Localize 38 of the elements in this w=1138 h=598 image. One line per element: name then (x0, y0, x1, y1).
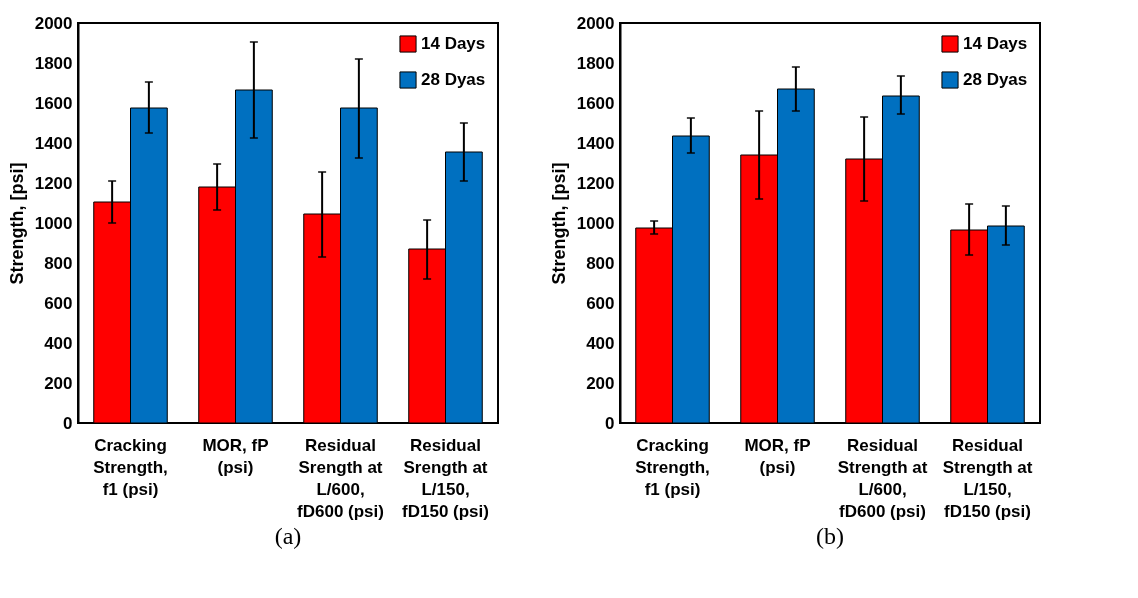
legend-label: 28 Dyas (421, 70, 486, 89)
y-tick-label: 0 (605, 413, 615, 433)
x-tick-label: Residual Srength at L/150, fD150 (psi) (402, 435, 489, 521)
text: (b) (816, 523, 844, 549)
y-tick-label: 400 (44, 333, 73, 353)
y-tick-label: 200 (44, 373, 73, 393)
y-tick-label: 1000 (34, 213, 73, 233)
y-tick-label: 1400 (576, 133, 615, 153)
y-tick-label: 1600 (576, 93, 615, 113)
x-tick-label: Cracking Strength, f1 (psi) (93, 435, 168, 499)
y-axis-title: Strength, [psi] (6, 162, 27, 285)
x-tick-label: Residual Srength at L/600, fD600 (psi) (297, 435, 384, 521)
y-tick-label: 800 (586, 253, 615, 273)
y-tick-label: 1200 (34, 173, 73, 193)
y-tick-label: 1000 (576, 213, 615, 233)
y-tick-label: 1600 (34, 93, 73, 113)
y-tick-label: 400 (586, 333, 615, 353)
x-tick-label: Residual Strength at L/600, fD600 (psi) (837, 435, 928, 521)
y-tick-label: 600 (586, 293, 615, 313)
y-tick-label: 1800 (34, 53, 73, 73)
y-tick-label: 800 (44, 253, 73, 273)
y-tick-label: 2000 (576, 13, 615, 33)
x-tick-label: Residual Strength at L/150, fD150 (psi) (942, 435, 1033, 521)
x-tick-label: MOR, fP (psi) (744, 435, 811, 477)
legend-label: 14 Days (421, 34, 486, 53)
x-tick-label: Cracking Strength, f1 (psi) (635, 435, 710, 499)
y-tick-label: 600 (44, 293, 73, 313)
text: (a) (274, 523, 302, 549)
y-tick-label: 2000 (34, 13, 73, 33)
y-axis-title: Strength, [psi] (548, 162, 569, 285)
y-tick-label: 1400 (34, 133, 73, 153)
y-tick-label: 0 (63, 413, 73, 433)
y-tick-label: 1200 (576, 173, 615, 193)
x-tick-label: MOR, fP (psi) (202, 435, 269, 477)
y-tick-label: 200 (586, 373, 615, 393)
y-tick-label: 1800 (576, 53, 615, 73)
legend-label: 14 Days (963, 34, 1028, 53)
legend-label: 28 Dyas (963, 70, 1028, 89)
